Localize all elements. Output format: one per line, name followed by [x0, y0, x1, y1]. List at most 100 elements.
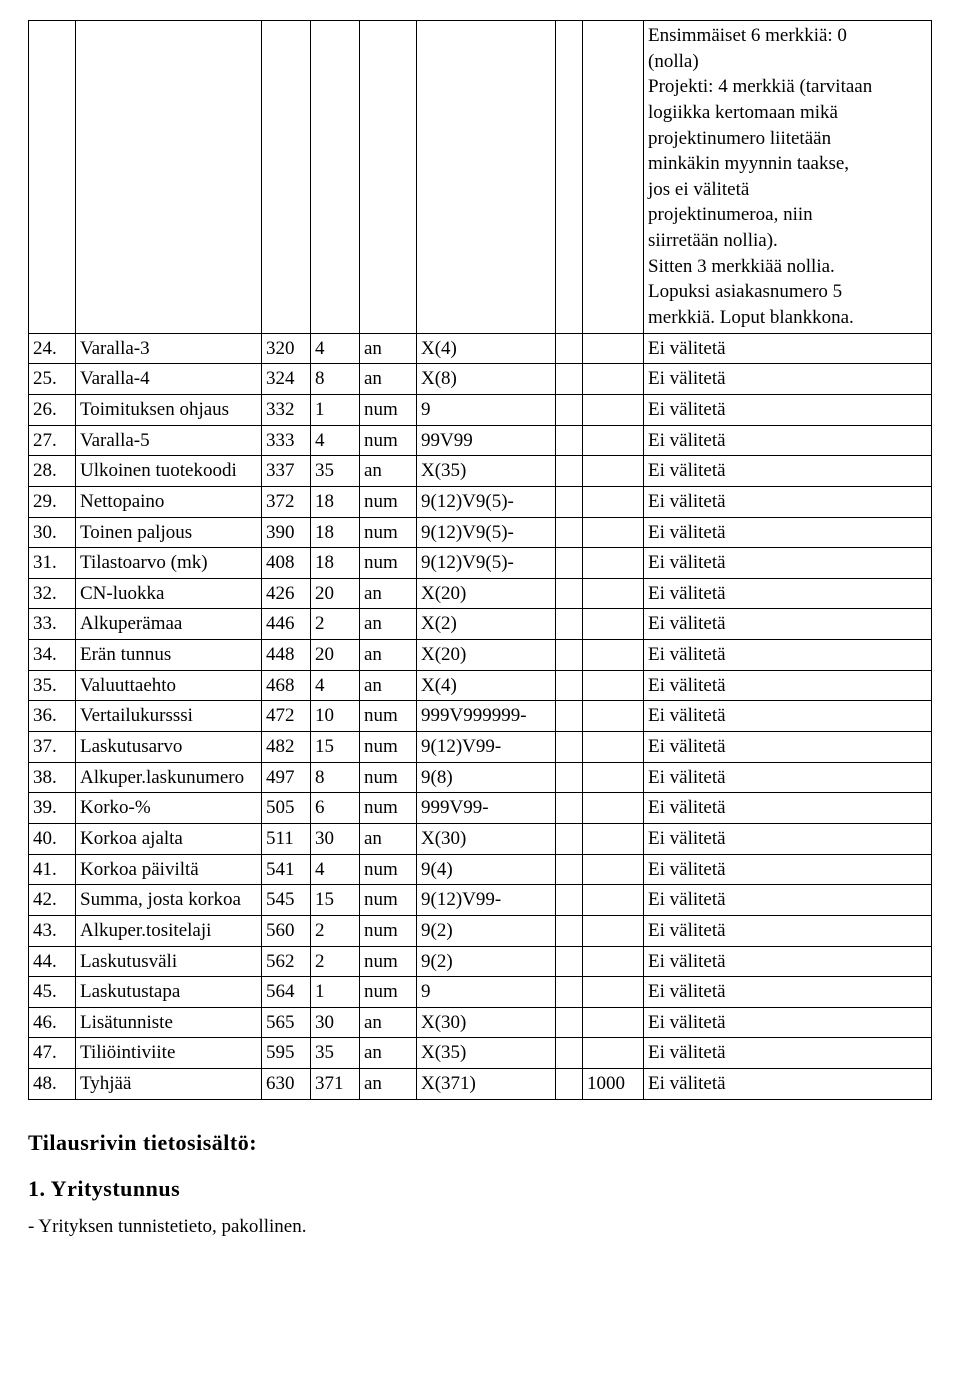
- cell-blank: [556, 456, 583, 487]
- cell-blank: [583, 640, 644, 671]
- cell-num: 33.: [29, 609, 76, 640]
- cell-pos: 505: [262, 793, 311, 824]
- cell-fmt: 9(4): [417, 854, 556, 885]
- cell-num: 25.: [29, 364, 76, 395]
- cell-type: num: [360, 517, 417, 548]
- cell-fmt: X(30): [417, 1007, 556, 1038]
- cell-len: 20: [311, 640, 360, 671]
- cell-desc: Ei välitetä: [644, 578, 932, 609]
- cell-blank: [29, 21, 76, 334]
- cell-num: 26.: [29, 394, 76, 425]
- cell-blank: [583, 915, 644, 946]
- cell-blank: [556, 517, 583, 548]
- cell-fmt: 999V99-: [417, 793, 556, 824]
- cell-fmt: 9: [417, 977, 556, 1008]
- cell-pos: 564: [262, 977, 311, 1008]
- cell-num: 40.: [29, 823, 76, 854]
- cell-fmt: X(20): [417, 578, 556, 609]
- cell-desc: Ei välitetä: [644, 425, 932, 456]
- cell-desc: Ei välitetä: [644, 609, 932, 640]
- cell-pos: 372: [262, 486, 311, 517]
- cell-type: an: [360, 456, 417, 487]
- cell-blank: [556, 364, 583, 395]
- table-row: 44.Laskutusväli5622num9(2) Ei välitetä: [29, 946, 932, 977]
- cell-pos: 337: [262, 456, 311, 487]
- cell-type: num: [360, 701, 417, 732]
- cell-len: 15: [311, 732, 360, 763]
- cell-fmt: 9(2): [417, 946, 556, 977]
- cell-len: 35: [311, 456, 360, 487]
- sub-heading: 1. Yritystunnus: [28, 1176, 932, 1202]
- cell-len: 20: [311, 578, 360, 609]
- cell-desc: Ei välitetä: [644, 486, 932, 517]
- cell-len: 4: [311, 670, 360, 701]
- cell-name: Varalla-4: [76, 364, 262, 395]
- cell-name: Valuuttaehto: [76, 670, 262, 701]
- cell-blank: [556, 946, 583, 977]
- cell-blank: [583, 670, 644, 701]
- cell-len: 2: [311, 915, 360, 946]
- cell-type: an: [360, 1038, 417, 1069]
- cell-fmt: X(4): [417, 670, 556, 701]
- cell-blank: [262, 21, 311, 334]
- table-row: 39.Korko-%5056num999V99- Ei välitetä: [29, 793, 932, 824]
- cell-len: 10: [311, 701, 360, 732]
- cell-len: 4: [311, 425, 360, 456]
- cell-num: 24.: [29, 333, 76, 364]
- cell-desc: Ei välitetä: [644, 394, 932, 425]
- cell-pos: 545: [262, 885, 311, 916]
- cell-desc: Ei välitetä: [644, 823, 932, 854]
- cell-fmt: 9(12)V9(5)-: [417, 486, 556, 517]
- cell-blank: [556, 701, 583, 732]
- cell-blank: [583, 578, 644, 609]
- cell-type: an: [360, 1007, 417, 1038]
- cell-desc: Ei välitetä: [644, 517, 932, 548]
- cell-type: an: [360, 670, 417, 701]
- cell-desc: Ei välitetä: [644, 1007, 932, 1038]
- cell-num: 45.: [29, 977, 76, 1008]
- table-row: 43.Alkuper.tositelaji5602num9(2) Ei väli…: [29, 915, 932, 946]
- cell-blank: [556, 640, 583, 671]
- cell-blank: [311, 21, 360, 334]
- cell-pos: 630: [262, 1069, 311, 1100]
- cell-num: 28.: [29, 456, 76, 487]
- cell-blank: [556, 548, 583, 579]
- cell-num: 30.: [29, 517, 76, 548]
- cell-blank: [556, 1038, 583, 1069]
- cell-name: Korkoa päiviltä: [76, 854, 262, 885]
- cell-desc: Ei välitetä: [644, 456, 932, 487]
- cell-blank: [583, 486, 644, 517]
- cell-name: Varalla-3: [76, 333, 262, 364]
- cell-num: 44.: [29, 946, 76, 977]
- cell-pos: 332: [262, 394, 311, 425]
- cell-blank: [556, 1007, 583, 1038]
- table-row: 30.Toinen paljous39018num9(12)V9(5)- Ei …: [29, 517, 932, 548]
- cell-fmt: X(371): [417, 1069, 556, 1100]
- table-row: 28.Ulkoinen tuotekoodi33735anX(35) Ei vä…: [29, 456, 932, 487]
- cell-pos: 541: [262, 854, 311, 885]
- cell-name: Tiliöintiviite: [76, 1038, 262, 1069]
- cell-type: an: [360, 1069, 417, 1100]
- cell-type: num: [360, 946, 417, 977]
- cell-name: Summa, josta korkoa: [76, 885, 262, 916]
- table-row: 34.Erän tunnus44820anX(20) Ei välitetä: [29, 640, 932, 671]
- cell-num: 47.: [29, 1038, 76, 1069]
- cell-fmt: 9(12)V9(5)-: [417, 548, 556, 579]
- cell-pos: 482: [262, 732, 311, 763]
- cell-len: 4: [311, 854, 360, 885]
- cell-len: 371: [311, 1069, 360, 1100]
- cell-desc: Ei välitetä: [644, 701, 932, 732]
- cell-desc: Ei välitetä: [644, 333, 932, 364]
- cell-blank: [556, 793, 583, 824]
- table-row: 33.Alkuperämaa4462anX(2) Ei välitetä: [29, 609, 932, 640]
- cell-name: Alkuperämaa: [76, 609, 262, 640]
- cell-desc: Ei välitetä: [644, 762, 932, 793]
- cell-name: Varalla-5: [76, 425, 262, 456]
- cell-num: 39.: [29, 793, 76, 824]
- cell-num: 35.: [29, 670, 76, 701]
- table-row: 48.Tyhjää630371anX(371) 1000Ei välitetä: [29, 1069, 932, 1100]
- cell-name: Laskutustapa: [76, 977, 262, 1008]
- cell-blank: [583, 946, 644, 977]
- cell-len: 1: [311, 394, 360, 425]
- cell-desc: Ei välitetä: [644, 915, 932, 946]
